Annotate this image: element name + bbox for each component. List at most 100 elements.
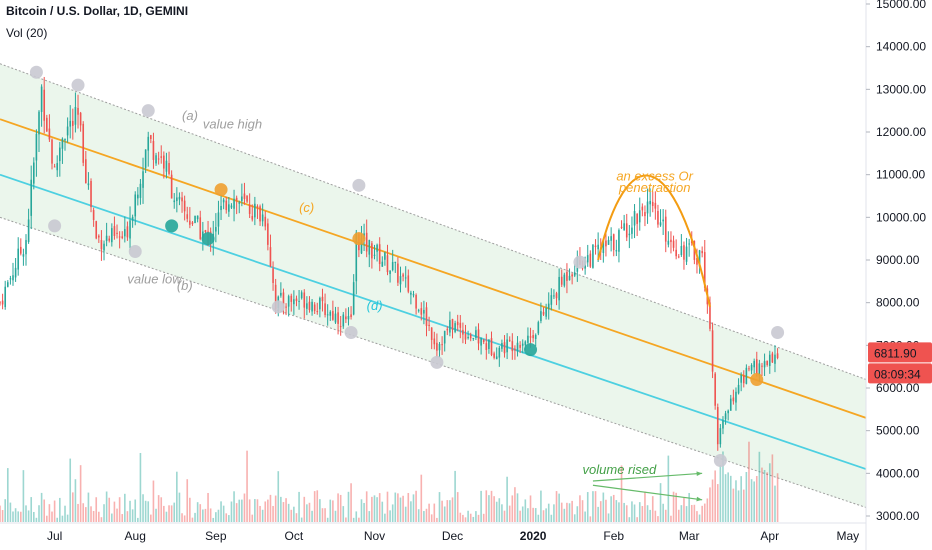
candle-body <box>168 163 170 174</box>
volume-bar <box>35 517 38 522</box>
annotation-text: penetraction <box>618 180 691 195</box>
candle-body <box>98 235 100 238</box>
candle-body <box>165 160 168 172</box>
candle-body <box>501 343 503 349</box>
volume-bar <box>449 500 451 522</box>
candle-body <box>412 294 415 296</box>
candle-body <box>703 252 706 288</box>
volume-bar <box>498 498 501 522</box>
volume-bar <box>355 511 358 522</box>
candle-body <box>605 240 607 247</box>
candle-body <box>196 215 199 220</box>
candle-body <box>649 200 651 205</box>
volume-indicator-label[interactable]: Vol (20) <box>6 26 48 40</box>
time-axis[interactable]: Jul Aug Sep Oct Nov Dec 2020 Feb Mar Apr May <box>0 522 866 543</box>
price-tick-label: 13000.00 <box>876 82 926 96</box>
volume-bar <box>664 509 667 522</box>
candle-body <box>477 329 480 344</box>
candle-body <box>410 292 412 295</box>
annotation-text: (d) <box>367 298 383 313</box>
candle-body <box>664 216 667 242</box>
volume-bar <box>415 490 417 522</box>
volume-bar <box>589 516 592 522</box>
volume-bar <box>737 490 740 522</box>
candle-body <box>207 231 209 233</box>
candle-body <box>300 292 303 299</box>
volume-bar <box>436 517 438 522</box>
annotation-text: value high <box>203 117 262 132</box>
volume-bar <box>204 508 207 522</box>
volume-bar <box>191 517 194 522</box>
candle-body <box>758 363 761 376</box>
volume-bar <box>339 494 342 522</box>
volume-bar <box>248 499 251 522</box>
candle-body <box>438 343 441 351</box>
price-tick-label: 11000.00 <box>876 168 925 182</box>
volume-bar <box>644 491 646 522</box>
candle-body <box>9 278 12 280</box>
volume-bar <box>620 465 623 522</box>
candle-body <box>25 240 27 255</box>
candle-body <box>527 335 529 343</box>
candle-body <box>157 158 160 160</box>
volume-bar <box>527 508 529 522</box>
volume-bar <box>488 495 490 522</box>
time-tick-label: Jul <box>47 529 62 543</box>
candle-body <box>150 135 152 140</box>
volume-bar <box>59 497 61 522</box>
time-tick-label: Nov <box>364 529 385 543</box>
volume-bar <box>321 508 324 522</box>
volume-bar <box>319 499 321 522</box>
candle-body <box>259 206 261 222</box>
candle-body <box>423 309 425 314</box>
volume-bar <box>696 511 698 522</box>
volume-bar <box>363 502 365 522</box>
candle-body <box>417 310 420 312</box>
candle-body <box>111 228 113 243</box>
volume-bar <box>443 506 446 522</box>
candle-body <box>35 133 38 161</box>
candle-body <box>69 120 72 127</box>
volume-bar <box>732 488 735 522</box>
candle-body <box>321 296 324 302</box>
candle-body <box>199 217 202 239</box>
time-tick-label: Feb <box>603 529 624 543</box>
volume-bar <box>157 495 160 522</box>
candle-body <box>638 210 641 223</box>
candle-body <box>53 166 56 168</box>
pivot-marker-touch <box>201 232 215 246</box>
price-axis[interactable]: 15000.00 14000.00 13000.00 12000.00 11000.00… <box>865 0 926 550</box>
candle-body <box>215 227 217 232</box>
time-tick-label: Oct <box>285 529 304 543</box>
volume-bar <box>368 511 371 522</box>
volume-bar <box>402 495 404 522</box>
volume-bar <box>142 494 144 522</box>
volume-bar <box>506 476 508 522</box>
volume-bar <box>394 492 397 522</box>
candle-body <box>594 245 597 248</box>
volume-bar <box>482 513 485 522</box>
pivot-marker-high <box>71 78 85 92</box>
candle-body <box>670 239 672 243</box>
pivot-marker-high <box>771 326 785 340</box>
volume-bar <box>607 513 610 522</box>
candle-body <box>233 198 235 209</box>
candle-body <box>19 246 22 254</box>
candle-body <box>38 111 40 135</box>
candle-body <box>311 301 313 312</box>
candle-body <box>124 229 126 237</box>
candle-body <box>373 254 376 256</box>
volume-bar <box>100 517 103 522</box>
volume-bar <box>131 509 134 522</box>
candle-body <box>324 303 326 315</box>
annotation-text: (a) <box>182 108 198 123</box>
candle-body <box>495 356 498 360</box>
candle-body <box>547 303 550 309</box>
volume-bar <box>501 504 503 522</box>
volume-bar <box>628 517 631 522</box>
volume-bar <box>555 491 558 522</box>
candle-body <box>618 230 620 252</box>
candle-body <box>267 223 269 245</box>
candle-body <box>316 311 319 313</box>
